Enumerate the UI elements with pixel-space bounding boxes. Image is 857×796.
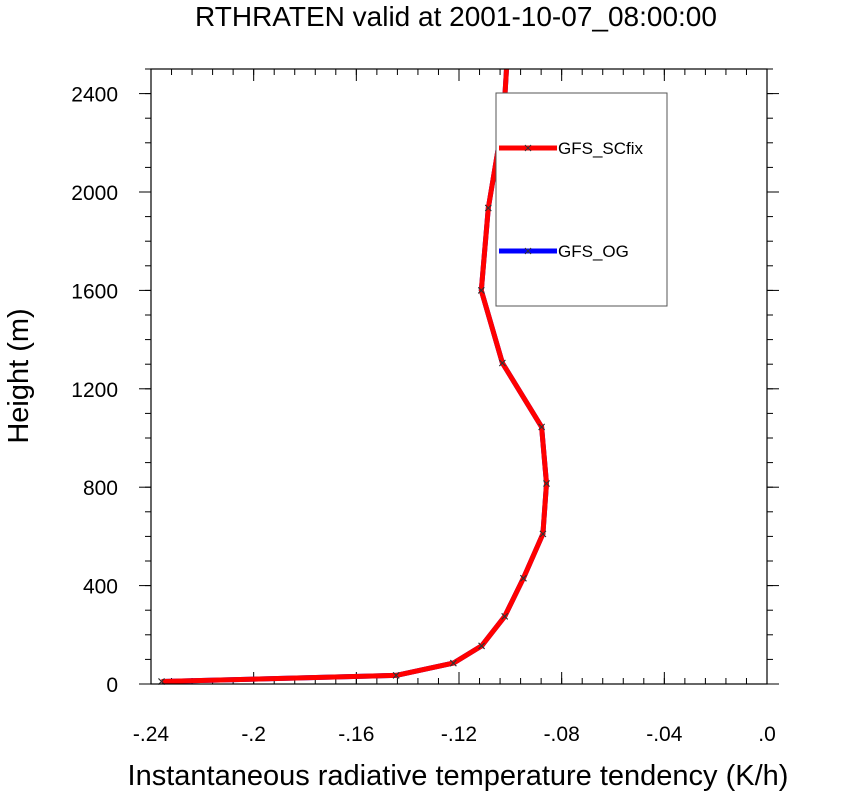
y-tick-labels: 0 400 800 1200 1600 2000 2400 [71,84,118,697]
data-point-GFS_SCfix [449,659,457,667]
x-tick-label: -.2 [241,723,266,746]
data-point-GFS_SCfix [538,423,546,431]
y-tick-label: 2000 [71,182,118,205]
y-tick-label: 2400 [71,84,118,107]
plot-frame [150,68,768,685]
chart-title: RTHRATEN valid at 2001-10-07_08:00:00 [195,1,717,32]
legend-box [495,92,668,307]
axis-ticks [139,68,779,685]
x-tick-labels: -.24 -.2 -.16 -.12 -.08 -.04 .0 [133,723,776,746]
series-markers [158,112,550,685]
x-tick-label: -.12 [441,723,477,746]
data-point-GFS_SCfix [392,672,400,679]
y-axis-label: Height (m) [3,308,35,443]
legend-label: GFS_OG [558,242,629,261]
y-tick-label: 800 [83,477,118,500]
x-tick-label: -.24 [133,723,170,746]
y-tick-label: 0 [106,674,118,697]
data-point-GFS_SCfix [478,642,485,650]
legend: GFS_SCfix GFS_OG [495,92,668,307]
data-point-GFS_SCfix [499,359,506,367]
legend-items: GFS_SCfix GFS_OG [499,139,644,261]
y-tick-label: 1200 [71,379,118,402]
x-axis-label: Instantaneous radiative temperature tend… [128,760,789,792]
x-tick-label: .0 [758,723,776,746]
series-line-GFS_SCfix [161,68,549,684]
y-tick-label: 400 [83,576,118,599]
data-point-GFS_SCfix [501,612,509,620]
data-point-GFS_SCfix [520,574,527,582]
data-point-GFS_SCfix [539,530,547,538]
data-point-GFS_SCfix [543,480,550,487]
x-tick-label: -.04 [646,723,683,746]
series-lines [161,68,549,684]
x-tick-label: -.16 [338,723,374,746]
x-tick-label: -.08 [544,723,580,746]
data-point-GFS_SCfix [484,204,492,212]
legend-label: GFS_SCfix [558,139,644,158]
y-tick-label: 1600 [71,280,118,303]
series-line-GFS_OG [161,68,549,684]
legend-item-GFS_OG: GFS_OG [499,242,629,261]
data-point-GFS_SCfix [477,287,485,294]
legend-item-GFS_SCfix: GFS_SCfix [499,139,644,158]
